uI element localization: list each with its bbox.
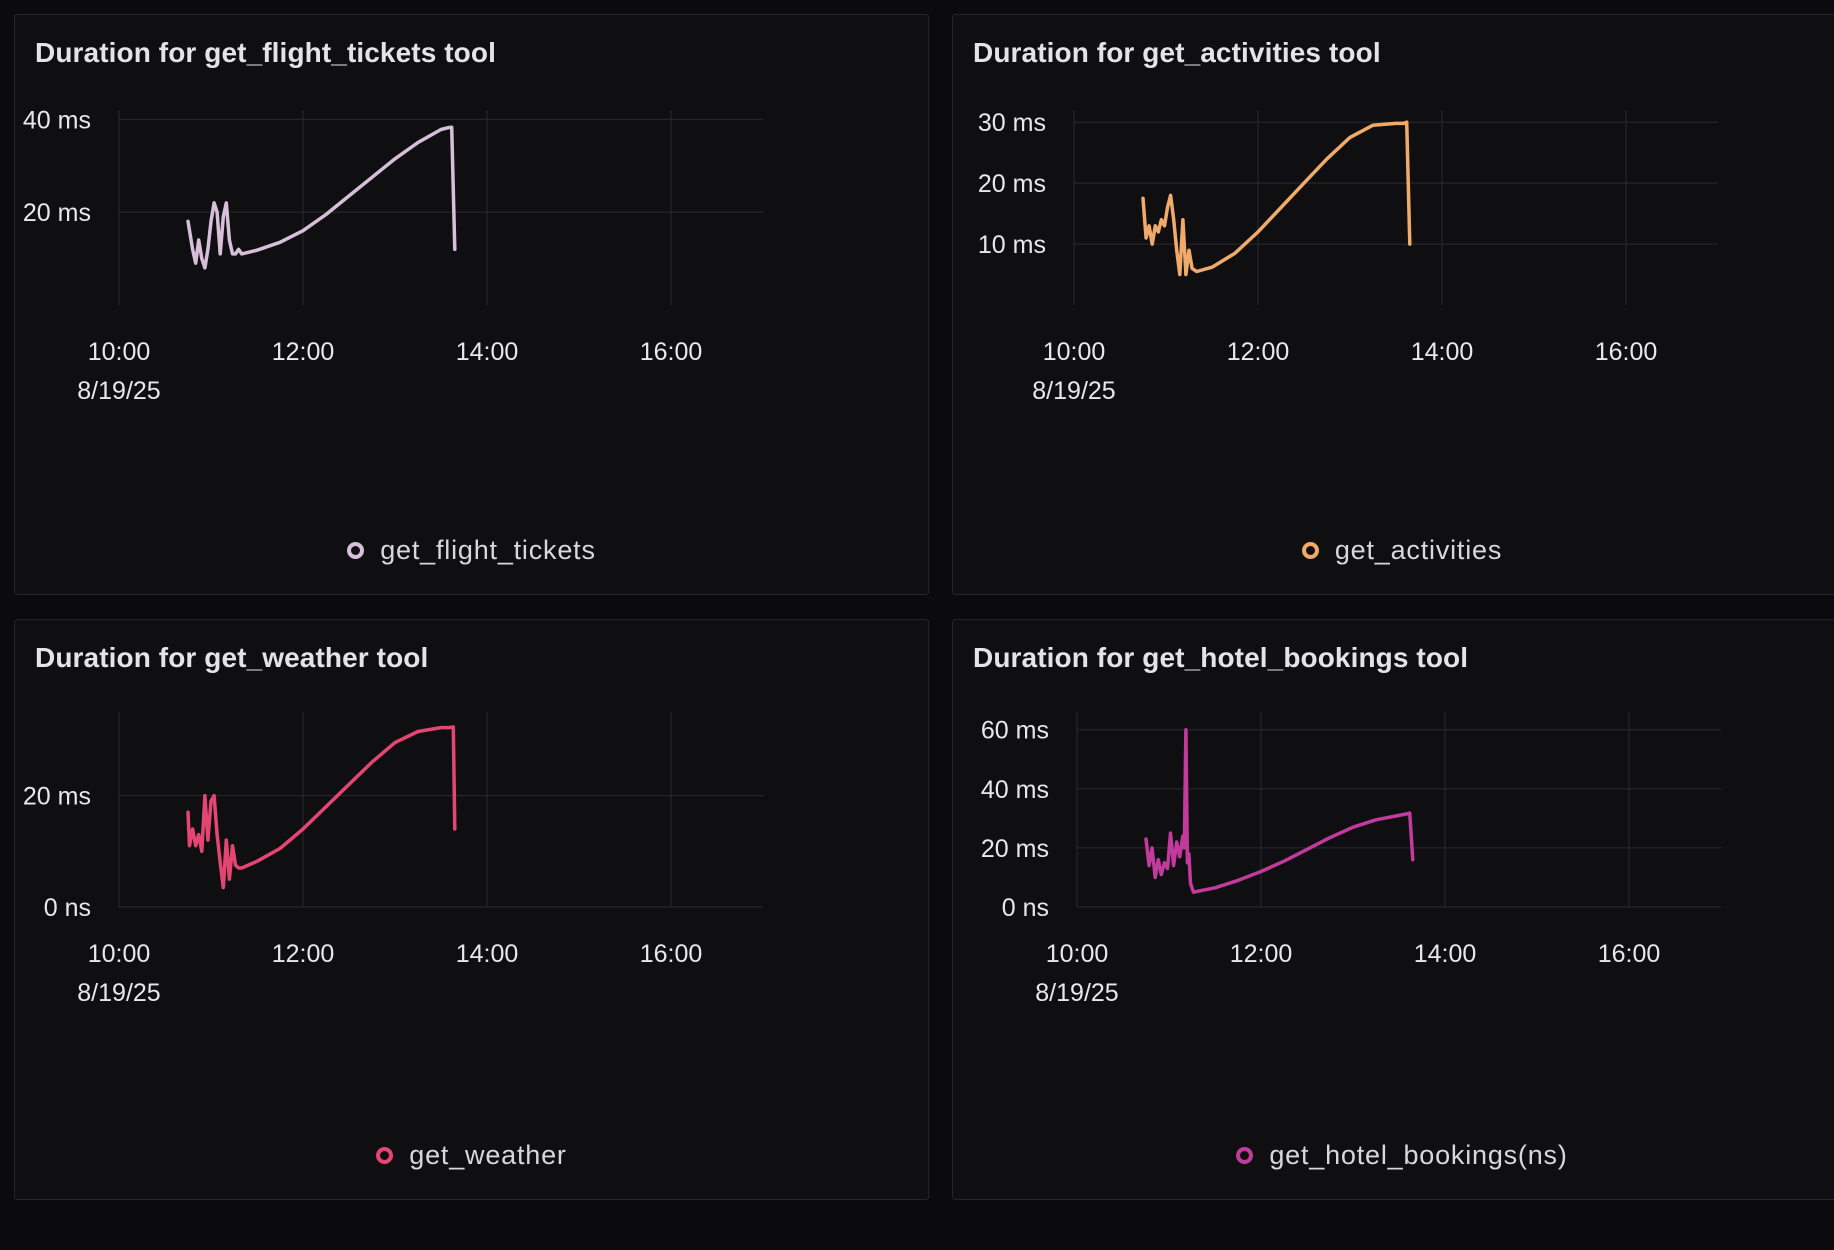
panel-weather: Duration for get_weather tool 20 ms 0 ns 1…	[14, 619, 929, 1200]
legend-swatch-icon	[1301, 542, 1319, 559]
legend-label: get_activities	[1334, 535, 1503, 565]
series-line	[186, 125, 457, 270]
panel-title: Duration for get_activities tool	[973, 37, 1381, 68]
chart-svg: 30 ms 20 ms 10 ms 10:00 12:00 14:00 16:00 8/19/…	[978, 109, 1718, 405]
x-tick-label: 10:00	[88, 338, 151, 366]
y-tick-label: 60 ms	[981, 717, 1049, 745]
panel-title: Duration for get_weather tool	[35, 642, 429, 673]
panel-hotel-bookings: Duration for get_hotel_bookings tool 60 …	[952, 619, 1834, 1200]
x-date-label: 8/19/25	[77, 979, 160, 1007]
x-date-label: 8/19/25	[1035, 979, 1118, 1007]
chart-svg: 60 ms 40 ms 20 ms 0 ns 10:00 12:00 14:00 16:00 8…	[981, 712, 1721, 1007]
y-tick-label: 40 ms	[981, 776, 1049, 804]
x-tick-label: 10:00	[88, 940, 151, 968]
panel-flight-tickets: Duration for get_flight_tickets tool 40 …	[14, 14, 929, 595]
legend-label: get_flight_tickets	[380, 535, 596, 565]
panel-activities: Duration for get_activities tool 30 ms 20…	[952, 14, 1834, 595]
legend-label: get_hotel_bookings(ns)	[1269, 1140, 1568, 1170]
legend[interactable]: get_activities	[953, 535, 1834, 566]
y-tick-label: 40 ms	[23, 106, 91, 134]
y-tick-label: 10 ms	[978, 231, 1046, 259]
x-tick-label: 14:00	[1414, 940, 1477, 968]
y-tick-label: 0 ns	[1002, 894, 1049, 922]
x-date-label: 8/19/25	[77, 377, 160, 405]
x-tick-label: 14:00	[456, 940, 519, 968]
y-tick-label: 20 ms	[23, 199, 91, 227]
y-tick-label: 20 ms	[23, 783, 91, 811]
series-line	[1144, 727, 1415, 894]
legend-swatch-icon	[376, 1147, 394, 1164]
x-tick-label: 10:00	[1043, 338, 1106, 366]
x-tick-label: 16:00	[1595, 338, 1658, 366]
legend[interactable]: get_hotel_bookings(ns)	[953, 1140, 1834, 1171]
legend[interactable]: get_weather	[15, 1140, 928, 1171]
x-tick-label: 14:00	[456, 338, 519, 366]
x-tick-label: 10:00	[1046, 940, 1109, 968]
x-tick-label: 12:00	[272, 940, 335, 968]
legend[interactable]: get_flight_tickets	[15, 535, 928, 566]
x-tick-label: 12:00	[272, 338, 335, 366]
series-line	[186, 725, 457, 890]
panel-title: Duration for get_hotel_bookings tool	[973, 642, 1469, 673]
y-tick-label: 20 ms	[981, 835, 1049, 863]
x-tick-label: 12:00	[1230, 940, 1293, 968]
y-tick-label: 20 ms	[978, 170, 1046, 198]
legend-label: get_weather	[409, 1140, 567, 1170]
legend-swatch-icon	[1236, 1147, 1254, 1164]
x-date-label: 8/19/25	[1032, 377, 1115, 405]
x-tick-label: 16:00	[640, 940, 703, 968]
x-tick-label: 14:00	[1411, 338, 1474, 366]
chart-svg: 20 ms 0 ns 10:00 12:00 14:00 16:00 8/19/25	[23, 712, 763, 1007]
x-tick-label: 16:00	[640, 338, 703, 366]
x-tick-label: 12:00	[1227, 338, 1290, 366]
chart-svg: 40 ms 20 ms 10:00 12:00 14:00 16:00 8/19/25	[23, 106, 763, 405]
panel-title: Duration for get_flight_tickets tool	[35, 37, 496, 68]
y-tick-label: 30 ms	[978, 109, 1046, 137]
legend-swatch-icon	[347, 542, 365, 559]
series-line	[1141, 120, 1412, 277]
y-tick-label: 0 ns	[44, 894, 91, 922]
x-tick-label: 16:00	[1598, 940, 1661, 968]
